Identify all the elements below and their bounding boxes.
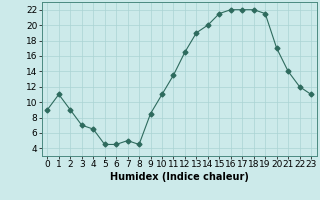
X-axis label: Humidex (Indice chaleur): Humidex (Indice chaleur) xyxy=(110,172,249,182)
